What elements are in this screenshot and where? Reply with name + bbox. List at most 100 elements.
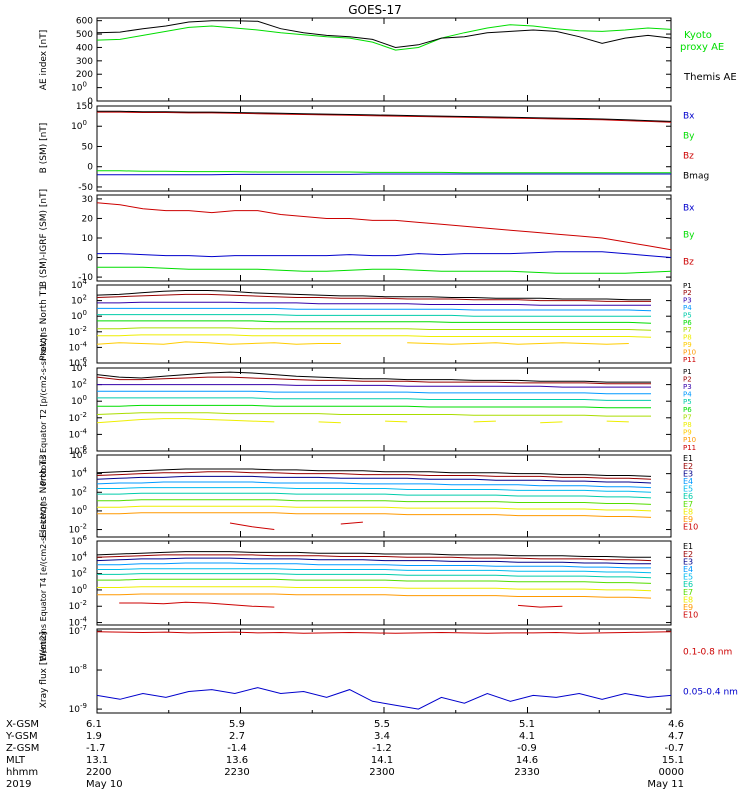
ytick-label: 30 — [82, 195, 94, 205]
series-line-p7 — [97, 327, 652, 331]
ytick-label: 100 — [71, 504, 87, 517]
legend-p8: P8 — [683, 421, 692, 429]
series-line-p1 — [96, 371, 651, 383]
panel-et3-ylabel: Electrons North T3 — [39, 454, 49, 538]
series-line-p5 — [97, 314, 651, 317]
ephemeris-value: 4.6 — [668, 719, 684, 730]
series-line-e2 — [96, 471, 652, 480]
ytick-label: 104 — [71, 361, 87, 374]
ytick-label: 150 — [76, 102, 93, 112]
series-line-p7 — [96, 412, 651, 417]
series-line-bx — [97, 173, 671, 176]
legend-bx: Bx — [683, 112, 695, 122]
ytick-label: 10-4 — [69, 340, 88, 353]
panel-frame — [96, 628, 672, 714]
ephemeris-value: 1.9 — [86, 731, 102, 742]
ephemeris-table: X-GSM 6.1 5.9 5.5 5.1 4.6 Y-GSM 1.9 2.7 3.4 4.1 4.7… — [5, 719, 684, 790]
ephemeris-value: May 11 — [647, 779, 684, 790]
series-line-e10 — [119, 601, 563, 608]
legend-p10: P10 — [683, 436, 696, 444]
legend-p3: P3 — [683, 297, 692, 305]
legend-0-1-0-8-nm: 0.1-0.8 nm — [683, 648, 732, 658]
ephemeris-value: 14.1 — [371, 755, 393, 766]
ytick-label: 102 — [71, 378, 87, 391]
ytick-label: 50 — [82, 142, 94, 152]
ephemeris-value: 5.5 — [374, 719, 390, 730]
legend-e10: E10 — [683, 611, 698, 620]
ephemeris-value: -1.2 — [372, 743, 392, 754]
series-line-p2 — [96, 376, 651, 385]
series-line-p4 — [97, 390, 651, 395]
legend-p10: P10 — [683, 348, 696, 356]
ephemeris-label: Y-GSM — [5, 731, 38, 742]
legend-bx: Bx — [683, 204, 695, 214]
legend-p8: P8 — [683, 334, 692, 342]
ylabel-pt1: Protons North T1 — [39, 285, 49, 361]
legend-p4: P4 — [683, 391, 692, 399]
legend-e6: E6 — [683, 580, 693, 589]
legend-p1: P1 — [683, 368, 692, 376]
ephemeris-value: 0000 — [659, 767, 684, 778]
legend-e10: E10 — [683, 523, 698, 532]
legend-e9: E9 — [683, 603, 693, 612]
legend-e9: E9 — [683, 515, 693, 524]
series-line-e1 — [96, 468, 652, 477]
series-line-p6 — [97, 320, 652, 324]
series-line-bx — [97, 251, 672, 258]
ephemeris-label: Z-GSM — [6, 743, 39, 754]
ytick-label: 400 — [76, 43, 93, 53]
series-line-p1 — [96, 290, 651, 301]
series-line-e5 — [97, 568, 652, 574]
ephemeris-value: 15.1 — [662, 755, 684, 766]
legend-e3: E3 — [683, 469, 693, 478]
series-line-p3 — [97, 384, 651, 388]
series-line-e9 — [97, 593, 652, 599]
legend-by: By — [683, 132, 695, 142]
legend-p9: P9 — [683, 429, 692, 437]
ephemeris-value: 14.6 — [516, 755, 538, 766]
ytick-label: 10-2 — [69, 599, 87, 612]
series-line-by — [97, 266, 672, 274]
panel-bsm: -50 0 50 100 150 Bx By Bz Bmag — [71, 102, 709, 193]
legend-p3: P3 — [683, 383, 692, 391]
ytick-label: 10-6 — [69, 356, 88, 369]
panel-xray: 10-9 10-8 10-7 0.1-0.8 nm 0.05-0.4 nm — [69, 624, 738, 715]
panel-et4: 10-4 10-2 100 102 104 106 E1E2E3E4E5E6E7E8E9E1… — [69, 534, 699, 629]
series-line-kyoto-proxy-ae — [96, 24, 672, 51]
legend-p1: P1 — [683, 282, 692, 290]
legend-e1: E1 — [683, 542, 693, 551]
legend-by: By — [683, 231, 695, 241]
legend-p2: P2 — [683, 375, 692, 383]
ephemeris-value: -0.7 — [664, 743, 684, 754]
legend-bmag: Bmag — [683, 172, 709, 182]
legend-p11: P11 — [683, 356, 696, 364]
ytick-label: 102 — [71, 567, 87, 580]
ytick-label: 0 — [87, 254, 93, 264]
ephemeris-value: 6.1 — [86, 719, 102, 730]
series-line-e6 — [97, 492, 652, 499]
ylabel-ae: AE index [nT] — [39, 30, 49, 90]
ytick-label: 106 — [71, 534, 87, 547]
legend-p7: P7 — [683, 326, 692, 334]
panel-bigrf: -10 0 10 20 30 Bx By Bz — [78, 194, 695, 283]
series-line-e4 — [97, 562, 651, 569]
ephemeris-value: 13.1 — [86, 755, 108, 766]
series-line-e10 — [229, 521, 363, 530]
series-line-e7 — [97, 499, 652, 505]
series-line-bmag — [97, 110, 672, 122]
legend-e7: E7 — [683, 500, 693, 509]
panel-bsm-ylabel: B (SM) [nT] — [39, 123, 49, 174]
legend-p5: P5 — [683, 311, 692, 319]
ephemeris-label: MLT — [6, 755, 26, 766]
ytick-label: 10-8 — [69, 663, 87, 676]
ytick-label: 102 — [71, 294, 87, 307]
series-line-e8 — [97, 586, 652, 592]
legend-e8: E8 — [683, 507, 693, 516]
ylabel-bigrf: B (SM)-IGRF (SM) [nT] — [39, 189, 49, 287]
series-line-e9 — [97, 512, 652, 518]
